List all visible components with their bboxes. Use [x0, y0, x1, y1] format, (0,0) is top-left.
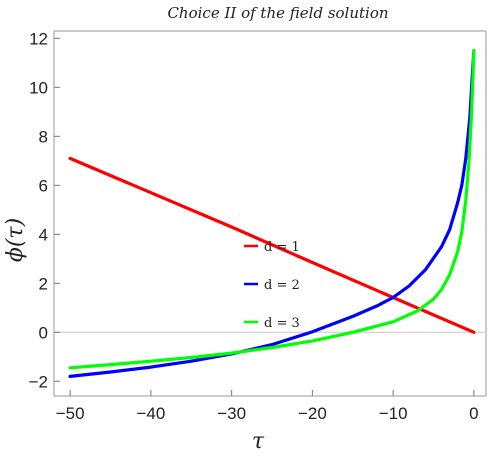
legend: d = 1 d = 2 d = 3: [244, 240, 300, 331]
x-tick-label: −50: [56, 404, 85, 423]
chart-title: Choice II of the field solution: [167, 4, 388, 22]
legend-label: d = 2: [264, 278, 300, 293]
x-tick-label: 0: [469, 404, 478, 423]
series-line-d2: [68, 49, 476, 378]
y-tick-label: 6: [39, 176, 48, 195]
plot-border: [53, 30, 487, 397]
legend-label: d = 1: [264, 240, 300, 255]
y-axis-label: ϕ(τ): [3, 218, 28, 262]
y-tick-label: 2: [39, 274, 48, 293]
y-tick-label: −2: [29, 372, 48, 391]
series-layer: [68, 49, 476, 378]
y-tick-label: 0: [39, 323, 48, 342]
y-tick-label: 10: [29, 78, 48, 97]
plot-frame: [53, 30, 487, 397]
x-tick-label: −20: [298, 404, 327, 423]
y-axis-ticks: −2 0 2 4 6 8 10 12: [29, 29, 60, 391]
y-tick-label: 4: [39, 225, 48, 244]
y-tick-label: 12: [29, 29, 48, 48]
series-line-d3: [68, 49, 476, 370]
x-axis-ticks: −50 −40 −30 −20 −10 0: [56, 390, 479, 423]
x-tick-label: −30: [217, 404, 246, 423]
x-tick-label: −40: [136, 404, 165, 423]
x-tick-label: −10: [379, 404, 408, 423]
series-line-d1: [68, 156, 476, 334]
x-axis-label: τ: [252, 429, 265, 454]
legend-label: d = 3: [264, 316, 300, 331]
y-tick-label: 8: [39, 127, 48, 146]
